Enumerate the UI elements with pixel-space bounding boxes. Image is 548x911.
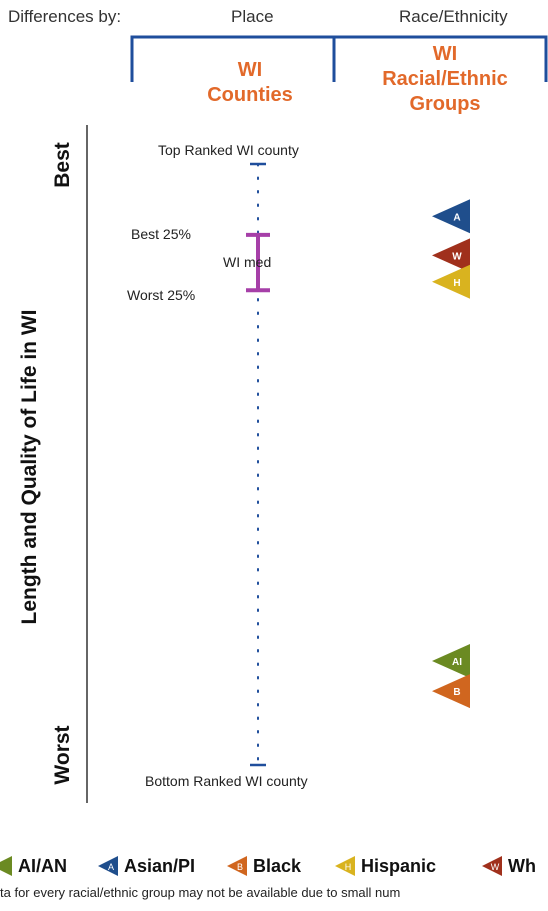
svg-text:W: W bbox=[491, 862, 500, 872]
top-ranked-label: Top Ranked WI county bbox=[158, 142, 299, 158]
groups-line3: Groups bbox=[409, 93, 481, 115]
y-axis-rule bbox=[86, 125, 88, 803]
footnote: ta for every racial/ethnic group may not… bbox=[0, 885, 401, 900]
legend-flag-black: B bbox=[227, 856, 247, 876]
legend-flag-white: W bbox=[482, 856, 502, 876]
legend-label-ai-an: AI/AN bbox=[18, 855, 67, 876]
groups-line1: WI bbox=[432, 43, 458, 65]
group-flag-label-hispanic: H bbox=[453, 278, 460, 289]
race-ethnicity-label: Race/Ethnicity bbox=[399, 7, 508, 26]
header-bracket-line bbox=[130, 35, 548, 82]
svg-text:B: B bbox=[237, 862, 243, 872]
legend-label-asian-pi: Asian/PI bbox=[124, 855, 196, 876]
legend-label-black: Black bbox=[253, 855, 302, 876]
plot-area: A W H AI B bbox=[246, 162, 470, 767]
legend-flag-asian-pi: A bbox=[98, 856, 118, 876]
svg-text:H: H bbox=[345, 862, 352, 872]
wi-counties-line2: Counties bbox=[207, 84, 293, 106]
legend: AI/AN A Asian/PI B Black H Hispanic W Wh bbox=[0, 852, 548, 880]
place-label: Place bbox=[231, 7, 274, 26]
group-flag-black bbox=[432, 674, 470, 709]
group-flag-label-ai-an: AI bbox=[452, 657, 462, 668]
group-flag-label-asian-pi: A bbox=[453, 212, 460, 223]
differences-by-label: Differences by: bbox=[8, 7, 122, 26]
groups-heading: WI Racial/Ethnic Groups bbox=[355, 42, 535, 117]
group-flag-ai-an bbox=[432, 644, 470, 679]
svg-text:A: A bbox=[108, 862, 114, 872]
legend-item-black: B Black bbox=[225, 852, 301, 880]
group-flag-white bbox=[432, 238, 470, 273]
group-flag-asian-pi bbox=[432, 199, 470, 234]
legend-item-hispanic: H Hispanic bbox=[333, 852, 436, 880]
groups-line2: Racial/Ethnic bbox=[382, 68, 508, 90]
wi-counties-heading: WI Counties bbox=[190, 58, 310, 108]
legend-label-hispanic: Hispanic bbox=[361, 855, 437, 876]
median-label: WI med bbox=[223, 254, 272, 270]
best25-label: Best 25% bbox=[131, 226, 191, 242]
legend-item-asian-pi: A Asian/PI bbox=[96, 852, 195, 880]
legend-item-ai-an: AI/AN bbox=[0, 852, 67, 880]
group-flag-hispanic bbox=[432, 264, 470, 299]
group-flag-label-black: B bbox=[453, 687, 460, 698]
legend-label-white: Wh bbox=[508, 855, 536, 876]
group-flag-label-white: W bbox=[452, 251, 462, 262]
header-bracket bbox=[130, 35, 548, 82]
legend-flag-ai-an bbox=[0, 856, 12, 876]
legend-item-white: W Wh bbox=[480, 852, 536, 880]
worst25-label: Worst 25% bbox=[127, 287, 196, 303]
bottom-ranked-label: Bottom Ranked WI county bbox=[145, 773, 308, 789]
legend-flag-hispanic: H bbox=[335, 856, 355, 876]
wi-counties-line1: WI bbox=[237, 59, 263, 81]
